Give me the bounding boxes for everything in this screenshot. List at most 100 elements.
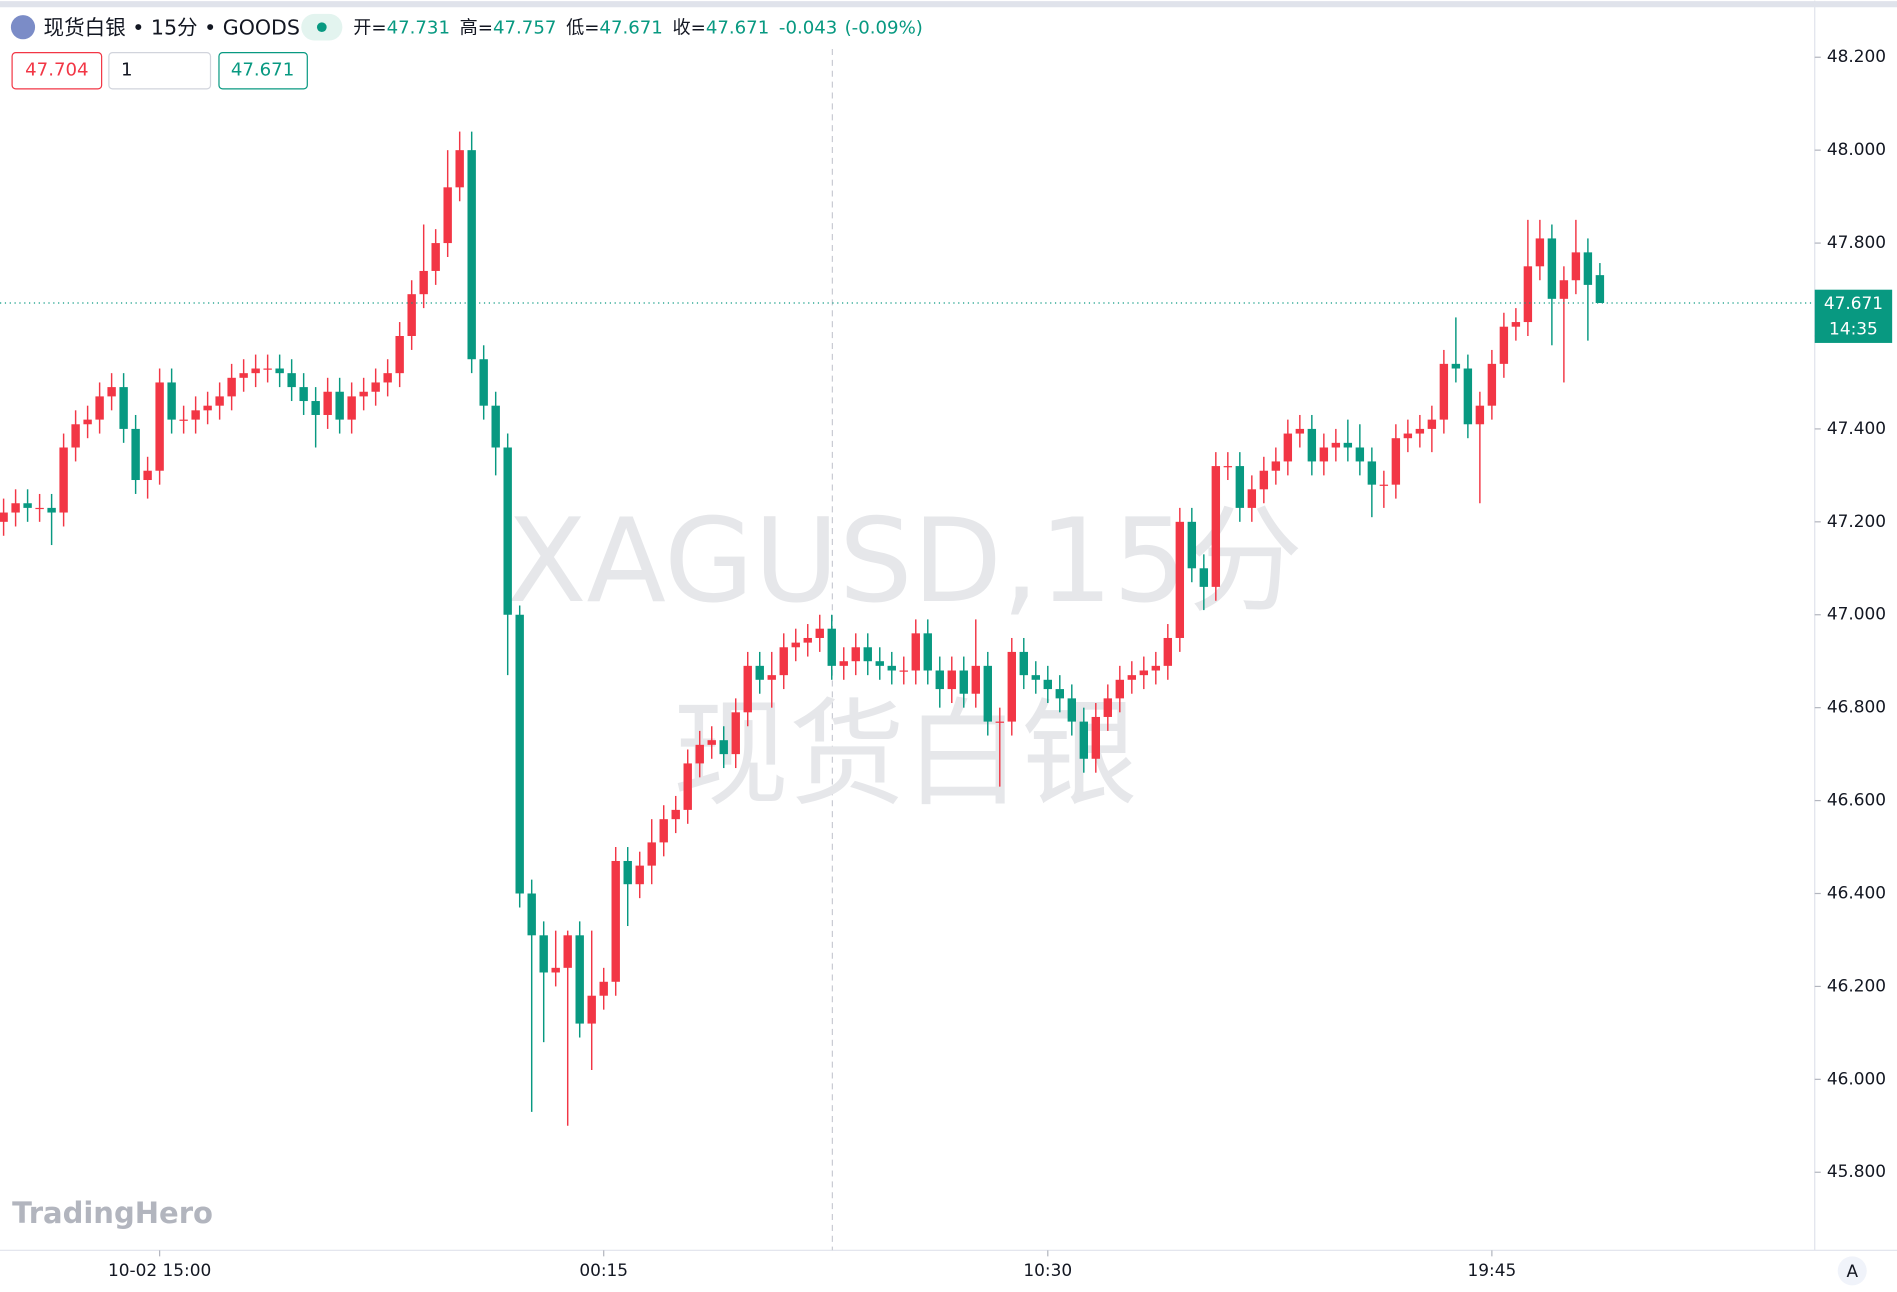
candle-body <box>815 628 824 638</box>
last-price-label: 47.671 <box>1824 293 1883 313</box>
candle-body <box>455 150 464 188</box>
candle-body <box>0 512 8 522</box>
candle-body <box>551 967 560 973</box>
candle-body <box>731 712 740 755</box>
candle-body <box>1271 461 1281 471</box>
candle-body <box>191 410 200 420</box>
candle-body <box>491 405 500 448</box>
candle-body <box>659 819 668 843</box>
candle-body <box>1031 675 1040 680</box>
candle-body <box>1547 238 1557 299</box>
candle-body <box>179 419 188 421</box>
candle-body <box>1247 489 1257 508</box>
y-tick-label: 48.000 <box>1827 139 1886 159</box>
candle-body <box>1511 322 1521 327</box>
y-tick-label: 47.800 <box>1827 232 1886 252</box>
candle-body <box>1439 363 1449 420</box>
symbol: 现货白银 • 15分 • GOODS <box>44 15 300 39</box>
candle-body <box>95 396 104 420</box>
candle-body <box>1211 466 1221 587</box>
candle-body <box>1259 470 1269 490</box>
candle-body <box>923 633 932 671</box>
candle-body <box>983 665 992 722</box>
candle-body <box>779 647 788 676</box>
legend-open-value: 47.731 <box>387 17 450 38</box>
market-dot <box>316 22 327 33</box>
candle-body <box>1451 363 1461 369</box>
candle-body <box>467 150 476 360</box>
candle-body <box>263 368 272 370</box>
candle-body <box>371 382 380 392</box>
candle-body <box>347 396 356 420</box>
candle-body <box>899 670 908 672</box>
candle-body <box>1163 637 1173 666</box>
candle-body <box>527 893 536 936</box>
candle-body <box>1115 679 1125 699</box>
candle-body <box>1523 266 1533 323</box>
candle-body <box>323 391 332 415</box>
candle-body <box>1319 447 1329 462</box>
candle-body <box>1331 442 1341 448</box>
candle-body <box>215 396 224 406</box>
candle-body <box>587 995 596 1024</box>
sell-price[interactable]: 47.704 <box>25 60 88 81</box>
quantity-box[interactable] <box>108 51 212 90</box>
scale-button-label[interactable]: A <box>1846 1261 1858 1281</box>
x-tick-label: 19:45 <box>1467 1260 1516 1280</box>
candle-body <box>1487 363 1497 406</box>
scale-button[interactable] <box>1837 1256 1867 1286</box>
candle-body <box>311 401 320 415</box>
candle-body <box>611 860 620 982</box>
logo: TradingHero <box>12 1196 213 1230</box>
sell-box[interactable] <box>11 51 103 90</box>
y-tick-label: 47.000 <box>1827 604 1886 624</box>
candle-body <box>119 387 128 429</box>
candle-body <box>1103 698 1113 717</box>
candle-body <box>1223 466 1233 468</box>
candle-body <box>239 373 248 378</box>
candle-body <box>767 675 776 680</box>
candle-body <box>83 419 92 425</box>
candle-body <box>755 665 764 680</box>
candle-body <box>131 428 140 481</box>
candle-body <box>395 335 404 374</box>
candle-body <box>251 368 260 374</box>
quantity[interactable]: 1 <box>121 60 133 81</box>
candle-body <box>563 935 572 968</box>
candle-body <box>791 642 800 648</box>
candle-body <box>1391 438 1401 485</box>
y-tick-label: 46.200 <box>1827 975 1886 995</box>
legend-close-value: 47.671 <box>706 17 769 38</box>
candle-body <box>1151 665 1161 671</box>
candle-body <box>407 294 416 336</box>
candle-body <box>1559 280 1569 299</box>
y-tick-label: 47.200 <box>1827 511 1886 531</box>
legend-low-label: 低= <box>566 17 599 38</box>
candle-body <box>1571 252 1581 281</box>
candle-body <box>695 744 704 764</box>
buy-price[interactable]: 47.671 <box>231 60 294 81</box>
y-tick-label: 46.000 <box>1827 1068 1886 1088</box>
candle-body <box>1355 447 1365 462</box>
legend-low-value: 47.671 <box>599 17 662 38</box>
candle-body <box>275 368 284 374</box>
candle-body <box>623 860 632 885</box>
x-tick-label: 10-02 15:00 <box>108 1260 211 1280</box>
candle-body <box>167 382 176 420</box>
candle-body <box>107 387 116 397</box>
y-tick-label: 47.400 <box>1827 418 1886 438</box>
y-tick-label: 46.800 <box>1827 697 1886 717</box>
candle-body <box>1463 368 1473 425</box>
candle-body <box>23 503 32 508</box>
candle-body <box>875 661 884 666</box>
candle-body <box>599 981 608 996</box>
candle-body <box>1067 698 1076 722</box>
candle-body <box>503 447 512 615</box>
plot <box>0 131 1605 1126</box>
candle-body <box>1235 466 1245 508</box>
candle-body <box>1367 461 1377 485</box>
candle-body <box>995 721 1004 723</box>
candle-body <box>539 935 548 973</box>
candle-body <box>443 187 452 244</box>
buy-box[interactable] <box>218 51 308 90</box>
